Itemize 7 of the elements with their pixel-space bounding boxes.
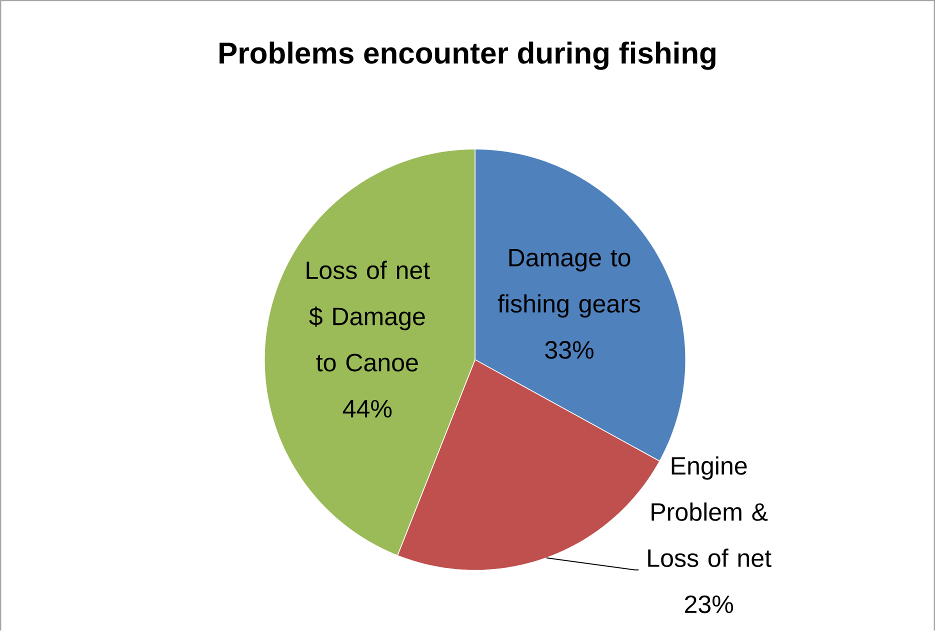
chart-title: Problems encounter during fishing <box>220 42 716 70</box>
slice-label: Engine Problem & Loss of net <box>648 456 772 568</box>
slice-label: Loss of net $ Damage to Canoe <box>306 260 430 372</box>
slice-label: Damage to fishing gears <box>498 249 640 318</box>
data-label: 23% <box>685 595 734 614</box>
data-label: 33% <box>545 341 594 359</box>
data-label: 44% <box>342 400 392 418</box>
